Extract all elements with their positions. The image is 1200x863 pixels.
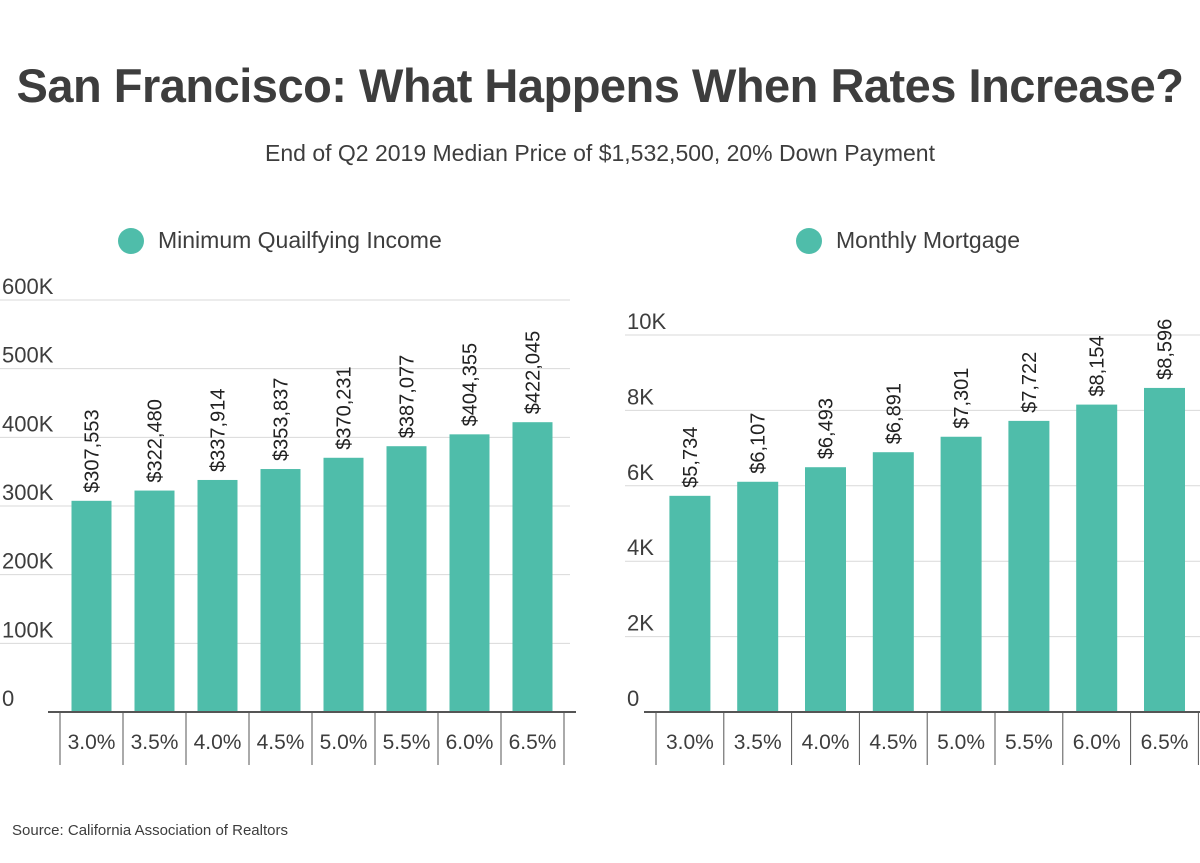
x-tick-label: 4.5%	[257, 731, 305, 754]
y-tick-label: 300K	[2, 480, 54, 505]
legend-label-income: Minimum Quailfying Income	[158, 227, 442, 253]
x-tick-label: 5.5%	[383, 731, 431, 754]
legend-label-mortgage: Monthly Mortgage	[836, 227, 1021, 253]
x-tick-label: 3.0%	[68, 731, 116, 754]
bar	[323, 457, 364, 712]
x-tick-label: 4.5%	[869, 731, 917, 754]
bar	[669, 495, 711, 712]
y-tick-label: 100K	[2, 617, 54, 642]
bar	[512, 422, 553, 712]
bar	[805, 467, 846, 712]
bar	[1144, 387, 1185, 712]
data-label: $387,077	[397, 355, 419, 438]
legend-income: Minimum Quailfying Income	[118, 227, 442, 254]
x-tick-label: 3.5%	[734, 731, 782, 754]
data-label: $8,154	[1087, 335, 1109, 396]
data-label: $422,045	[523, 331, 545, 414]
data-label: $353,837	[271, 378, 293, 461]
bar	[872, 452, 914, 712]
data-label: $404,355	[460, 343, 482, 426]
y-tick-label: 8K	[627, 384, 654, 409]
income-chart: 0 100K 200K 300K 400K 500K 600K $307,553 $322,48…	[0, 274, 576, 765]
chart-subtitle: End of Q2 2019 Median Price of $1,532,50…	[265, 140, 935, 166]
data-label: $7,722	[1019, 352, 1041, 413]
x-tick-label: 4.0%	[802, 731, 850, 754]
source-note: Source: California Association of Realto…	[12, 822, 288, 839]
bar	[386, 446, 427, 712]
data-label: $7,301	[951, 368, 973, 429]
bar	[197, 479, 238, 712]
bar	[134, 490, 175, 712]
data-label: $322,480	[145, 399, 167, 482]
bar	[737, 481, 779, 712]
y-tick-label: 500K	[2, 343, 54, 368]
bar	[71, 500, 112, 712]
x-tick-label: 3.0%	[666, 731, 714, 754]
y-tick-label: 0	[2, 686, 14, 711]
bar	[449, 434, 490, 712]
data-label: $307,553	[82, 409, 104, 492]
x-tick-label: 5.5%	[1005, 731, 1053, 754]
x-tick-label: 5.0%	[320, 731, 368, 754]
y-tick-label: 600K	[2, 274, 54, 299]
y-tick-label: 2K	[627, 611, 654, 636]
bar	[940, 436, 982, 712]
y-tick-label: 200K	[2, 549, 54, 574]
data-label: $8,596	[1155, 319, 1177, 380]
mortgage-chart: 0 2K 4K 6K 8K 10K $5,734 $6,107 $6,493 $6,891 $7,3…	[625, 309, 1200, 765]
chart-title: San Francisco: What Happens When Rates I…	[16, 59, 1184, 112]
x-tick-label: 5.0%	[937, 731, 985, 754]
x-tick-label: 6.0%	[446, 731, 494, 754]
y-tick-label: 4K	[627, 535, 654, 560]
bar	[1008, 420, 1050, 712]
y-tick-label: 6K	[627, 460, 654, 485]
data-label: $5,734	[680, 427, 702, 488]
data-label: $337,914	[208, 389, 230, 472]
legend-swatch-icon	[796, 227, 822, 254]
legend-mortgage: Monthly Mortgage	[796, 227, 1020, 254]
data-label: $370,231	[334, 366, 356, 449]
data-label: $6,493	[816, 398, 838, 459]
x-tick-label: 4.0%	[194, 731, 242, 754]
data-label: $6,107	[748, 413, 770, 474]
y-tick-label: 0	[627, 686, 639, 711]
data-label: $6,891	[883, 383, 905, 444]
x-tick-label: 6.0%	[1073, 731, 1121, 754]
legend-swatch-icon	[118, 227, 144, 254]
bar	[260, 469, 301, 712]
x-tick-label: 6.5%	[509, 731, 557, 754]
y-tick-label: 400K	[2, 411, 54, 436]
x-tick-label: 6.5%	[1141, 731, 1189, 754]
y-tick-label: 10K	[627, 309, 666, 334]
x-tick-label: 3.5%	[131, 731, 179, 754]
bar	[1076, 404, 1118, 712]
